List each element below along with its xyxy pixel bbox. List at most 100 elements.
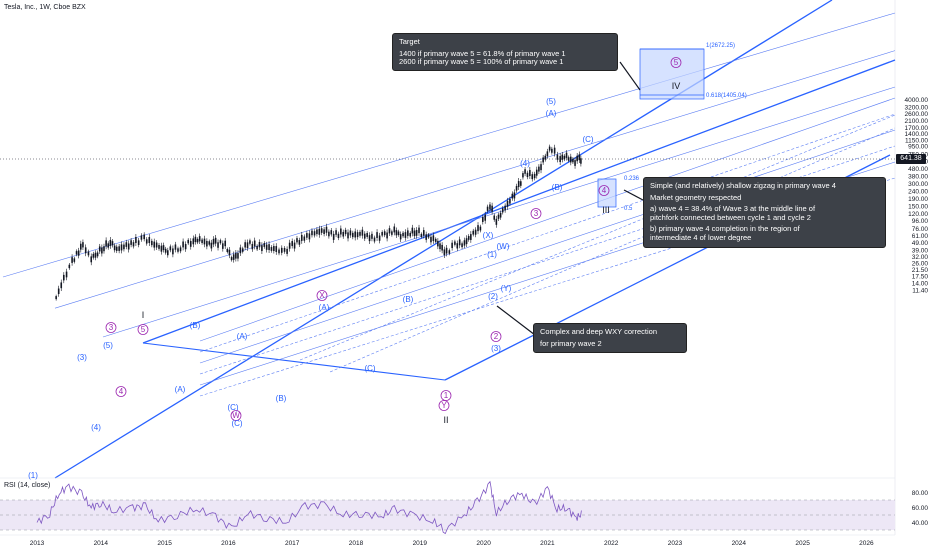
wave4-note-line4: b) primary wave 4 completion in the regi… (650, 224, 800, 242)
price-candle-body (68, 264, 71, 269)
price-candle-body (127, 243, 130, 250)
price-candle-body (411, 227, 414, 234)
price-candle-body (472, 230, 475, 235)
price-candle-body (461, 243, 463, 248)
price-candle-body (330, 230, 333, 235)
price-candle-body (232, 254, 235, 260)
channel-sub-line (329, 127, 896, 373)
target-note-title: Target (399, 37, 420, 46)
price-tick-label: 21.50 (912, 267, 929, 274)
price-candle-body (109, 239, 112, 246)
rsi-tick-label: 40.00 (912, 520, 929, 527)
price-candle-body (513, 192, 516, 199)
price-candle-body (84, 247, 87, 254)
wave-label: (C) (364, 364, 375, 373)
price-tick-label: 480.00 (908, 166, 928, 173)
price-candle-body (132, 242, 135, 247)
price-tick-label: 950.00 (908, 144, 928, 151)
price-candle-body (407, 230, 409, 236)
price-candle-body (214, 237, 217, 244)
price-candle-body (445, 247, 448, 254)
price-candle-body (561, 154, 564, 160)
price-candle-body (82, 242, 84, 248)
price-candle-body (344, 229, 347, 235)
wave-label: (2) (488, 292, 498, 301)
wave-label: X (319, 291, 325, 300)
price-candle-body (103, 246, 105, 252)
price-candle-body (162, 245, 165, 251)
rsi-tick-label: 60.00 (912, 505, 929, 512)
wave-circle (490, 331, 502, 342)
price-candle-body (293, 242, 296, 249)
wave-label: W (232, 411, 240, 420)
wxy-note[interactable]: Complex and deep WXY correction for prim… (533, 323, 687, 353)
price-candle-body (467, 236, 470, 240)
price-candle-body (335, 230, 337, 235)
wave4-note[interactable]: Simple (and relatively) shallow zigzag i… (643, 177, 886, 248)
price-tick-label: 240.00 (908, 188, 928, 195)
price-candle-body (222, 243, 224, 249)
price-candle-body (235, 252, 237, 259)
price-candle-body (219, 240, 222, 244)
price-candle-body (137, 240, 140, 245)
price-candle-body (256, 245, 258, 250)
price-candle-body (559, 156, 561, 163)
time-tick-label: 2023 (668, 540, 683, 547)
price-candle-body (509, 199, 511, 204)
wave-circle (530, 208, 542, 219)
wave-label: (B) (403, 295, 414, 304)
price-candle-body (172, 248, 174, 255)
price-candle-body (332, 233, 335, 240)
wave-label: I (142, 310, 145, 320)
price-candle-body (451, 242, 453, 249)
price-tick-label: 14.00 (912, 281, 929, 288)
last-price-tag: 641.38 (896, 154, 926, 164)
rsi-pane: 80.00 60.00 40.00 (0, 477, 929, 535)
price-candle-body (439, 243, 441, 250)
price-candle-body (166, 250, 169, 256)
price-candle-body (504, 205, 506, 211)
price-candle-body (325, 226, 328, 233)
rsi-line (36, 480, 582, 535)
rsi-tick-label: 80.00 (912, 490, 929, 497)
price-tick-label: 96.00 (912, 218, 929, 225)
price-candle-body (497, 214, 500, 219)
price-candle-body (448, 250, 451, 254)
price-candle-body (90, 256, 93, 263)
price-candle-body (298, 240, 301, 245)
price-candle-body (65, 271, 68, 278)
price-candle-body (194, 236, 197, 243)
price-candle-body (491, 205, 493, 212)
price-candle-body (441, 244, 443, 251)
price-candle-body (273, 246, 275, 252)
price-candle-body (203, 238, 206, 245)
price-candle-body (556, 154, 559, 160)
price-tick-label: 76.00 (912, 226, 929, 233)
price-candle-body (87, 251, 90, 256)
wave-circle (316, 290, 328, 301)
price-tick-label: 11.40 (912, 287, 928, 294)
time-axis: 2013 2014 2015 2016 2017 2018 2019 2020 2021 2022… (0, 0, 896, 547)
price-candle-body (526, 172, 529, 178)
price-candle-body (347, 232, 349, 239)
channel-sub-line (54, 50, 896, 309)
price-candle-body (111, 241, 114, 246)
wave-label: (3) (491, 344, 501, 353)
channel-sub-line (102, 86, 896, 338)
channel-sub-line (299, 114, 896, 361)
time-tick-label: 2022 (604, 540, 619, 547)
price-candle-body (413, 230, 416, 237)
wave-label: (B) (552, 183, 563, 192)
price-tick-label: 2100.00 (905, 118, 929, 125)
wave-label: (B) (190, 321, 201, 330)
wave-label: Y (441, 401, 447, 410)
price-candle-body (363, 233, 366, 239)
target-note[interactable]: Target 1400 if primary wave 5 = 61.8% of… (392, 33, 618, 71)
wave-circle (440, 390, 452, 401)
price-candle-body (320, 228, 323, 233)
wave4-note-line3: a) wave 4 = 38.4% of Wave 3 at the middl… (650, 204, 816, 222)
wave-label: (C) (231, 419, 242, 428)
wave-label: 5 (141, 325, 146, 334)
price-candle-body (359, 231, 361, 236)
